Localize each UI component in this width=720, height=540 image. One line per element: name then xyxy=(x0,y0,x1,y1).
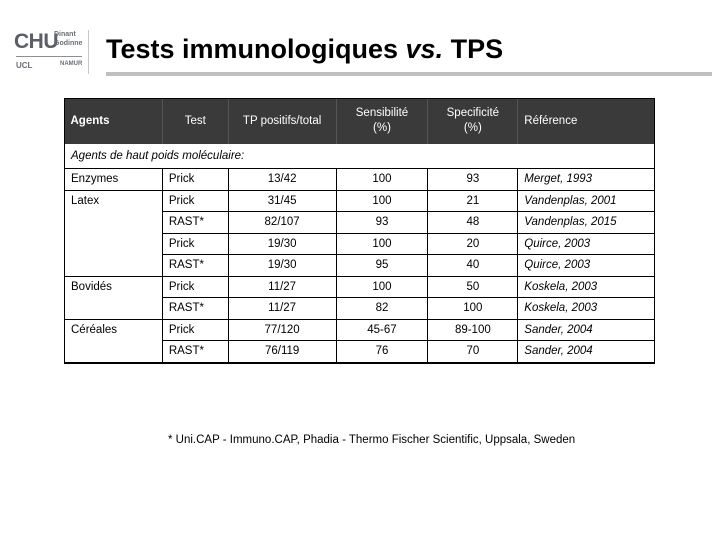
cell-agent xyxy=(64,297,163,320)
cell-reference: Quirce, 2003 xyxy=(517,254,655,277)
logo-namur-text: NAMUR xyxy=(60,61,83,67)
table-row: RAST* 19/30 95 40 Quirce, 2003 xyxy=(64,254,655,277)
cell-sensitivity: 45-67 xyxy=(335,319,429,341)
header-sens-line2: (%) xyxy=(373,122,391,134)
cell-sensitivity: 100 xyxy=(335,190,429,212)
header-specificity: Specificité (%) xyxy=(427,98,519,144)
cell-sensitivity: 100 xyxy=(335,276,429,298)
cell-tp: 13/42 xyxy=(227,168,337,191)
logo-chu-text: CHU xyxy=(14,30,59,53)
cell-test: RAST* xyxy=(161,211,229,234)
cell-sensitivity: 100 xyxy=(335,168,429,191)
cell-specificity: 93 xyxy=(427,168,519,191)
cell-test: RAST* xyxy=(161,254,229,277)
cell-tp: 82/107 xyxy=(227,211,337,234)
title-part1: Tests immunologiques xyxy=(106,34,406,64)
cell-agent xyxy=(64,211,163,233)
cell-tp: 77/120 xyxy=(227,319,337,341)
table-row: Céréales Prick 77/120 45-67 89-100 Sander, 20… xyxy=(64,319,655,341)
cell-tp: 76/119 xyxy=(227,340,337,363)
cell-agent xyxy=(64,254,163,277)
cell-tp: 19/30 xyxy=(227,233,337,255)
header-spec-line1: Specificité xyxy=(446,107,500,119)
cell-sensitivity: 100 xyxy=(335,233,429,255)
cell-test: Prick xyxy=(161,190,229,212)
cell-test: Prick xyxy=(161,233,229,255)
cell-agent: Enzymes xyxy=(64,168,163,191)
cell-specificity: 20 xyxy=(427,233,519,255)
table-row: RAST* 82/107 93 48 Vandenplas, 2015 xyxy=(64,211,655,234)
cell-specificity: 89-100 xyxy=(427,319,519,341)
logo-godinne-text: Godinne xyxy=(54,40,83,47)
cell-tp: 11/27 xyxy=(227,297,337,320)
cell-specificity: 40 xyxy=(427,254,519,277)
title-underline xyxy=(106,72,712,76)
cell-agent: Latex xyxy=(64,190,163,212)
header-spec-line2: (%) xyxy=(463,122,482,134)
cell-test: Prick xyxy=(161,319,229,341)
header-sens-line1: Sensibilité xyxy=(355,107,409,119)
cell-tp: 19/30 xyxy=(227,254,337,277)
cell-reference: Koskela, 2003 xyxy=(517,297,655,320)
cell-test: Prick xyxy=(161,168,229,191)
cell-reference: Merget, 1993 xyxy=(517,168,655,191)
cell-specificity: 50 xyxy=(427,276,519,298)
cell-tp: 31/45 xyxy=(227,190,337,212)
cell-test: RAST* xyxy=(161,340,229,363)
header-sensitivity: Sensibilité (%) xyxy=(336,98,429,144)
logo-dinant-text: Dinant xyxy=(54,31,76,38)
header-test: Test xyxy=(162,98,229,144)
cell-reference: Sander, 2004 xyxy=(517,340,655,363)
cell-reference: Koskela, 2003 xyxy=(517,276,655,298)
cell-agent: Bovidés xyxy=(64,276,163,298)
cell-specificity: 100 xyxy=(427,297,519,320)
header-reference: Référence xyxy=(517,98,655,144)
title-vs: vs. xyxy=(405,34,444,64)
title-part2: TPS xyxy=(443,34,504,64)
table-row: Enzymes Prick 13/42 100 93 Merget, 1993 xyxy=(64,168,655,191)
results-table: Agents Test TP positifs/total Sensibilit… xyxy=(64,98,655,363)
cell-sensitivity: 76 xyxy=(335,340,429,363)
table-row: Bovidés Prick 11/27 100 50 Koskela, 2003 xyxy=(64,276,655,298)
header-tp: TP positifs/total xyxy=(228,98,337,144)
cell-sensitivity: 95 xyxy=(335,254,429,277)
table-header-row: Agents Test TP positifs/total Sensibilit… xyxy=(64,98,655,144)
cell-reference: Quirce, 2003 xyxy=(517,233,655,255)
cell-agent xyxy=(64,233,163,255)
table-row: Prick 19/30 100 20 Quirce, 2003 xyxy=(64,233,655,255)
slide-title: Tests immunologiques vs. TPS xyxy=(106,34,503,65)
cell-test: RAST* xyxy=(161,297,229,320)
cell-tp: 11/27 xyxy=(227,276,337,298)
section-row: Agents de haut poids moléculaire: xyxy=(64,144,655,169)
cell-reference: Vandenplas, 2001 xyxy=(517,190,655,212)
cell-test: Prick xyxy=(161,276,229,298)
cell-agent: Céréales xyxy=(64,319,163,341)
section-label: Agents de haut poids moléculaire: xyxy=(64,144,655,169)
cell-reference: Vandenplas, 2015 xyxy=(517,211,655,234)
chu-logo: CHU Dinant Godinne UCL NAMUR xyxy=(14,30,86,74)
table-row: Latex Prick 31/45 100 21 Vandenplas, 2001 xyxy=(64,190,655,212)
cell-specificity: 70 xyxy=(427,340,519,363)
cell-sensitivity: 93 xyxy=(335,211,429,234)
logo-ucl-text: UCL xyxy=(16,61,33,70)
cell-specificity: 48 xyxy=(427,211,519,234)
cell-agent xyxy=(64,340,163,363)
table-row: RAST* 11/27 82 100 Koskela, 2003 xyxy=(64,297,655,320)
logo-divider xyxy=(88,30,89,74)
header-agents: Agents xyxy=(64,98,163,144)
logo-rule xyxy=(16,56,82,57)
cell-sensitivity: 82 xyxy=(335,297,429,320)
cell-specificity: 21 xyxy=(427,190,519,212)
table-row: RAST* 76/119 76 70 Sander, 2004 xyxy=(64,340,655,363)
footnote: * Uni.CAP - Immuno.CAP, Phadia - Thermo … xyxy=(168,434,576,446)
cell-reference: Sander, 2004 xyxy=(517,319,655,341)
